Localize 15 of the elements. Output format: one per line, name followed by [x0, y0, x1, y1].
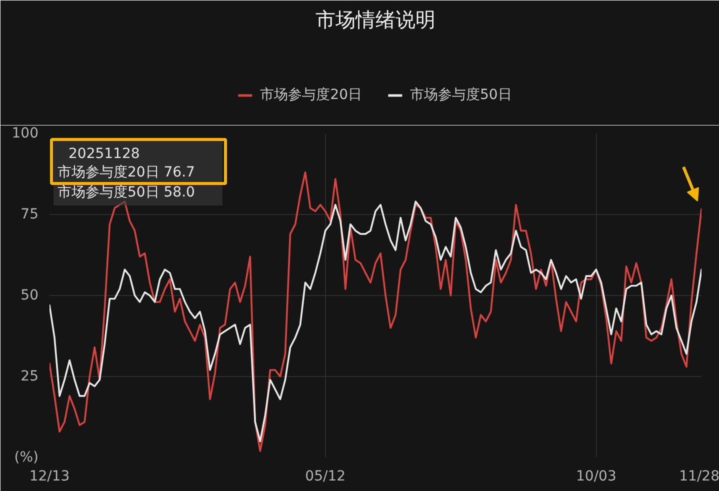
x-tick-label: 10/03	[576, 468, 616, 484]
y-tick-label: 100	[12, 126, 39, 142]
x-tick-label: 05/12	[305, 468, 346, 484]
y-tick-label: (%)	[14, 450, 39, 466]
x-tick-label: 12/13	[29, 468, 70, 484]
legend-label: 市场参与度50日	[410, 86, 512, 104]
y-tick-label: 75	[20, 206, 39, 222]
annotation: 市场参与度50日 58.0	[58, 184, 195, 200]
chart-title: 市场情绪说明	[316, 8, 436, 32]
annotation: 市场参与度20日 76.7	[58, 164, 195, 180]
legend-label: 市场参与度20日	[260, 86, 362, 104]
y-tick-label: 25	[20, 368, 39, 384]
x-tick-label: 11/28	[679, 468, 719, 484]
annotation: 20251128	[68, 146, 140, 162]
y-tick-label: 50	[20, 288, 39, 304]
